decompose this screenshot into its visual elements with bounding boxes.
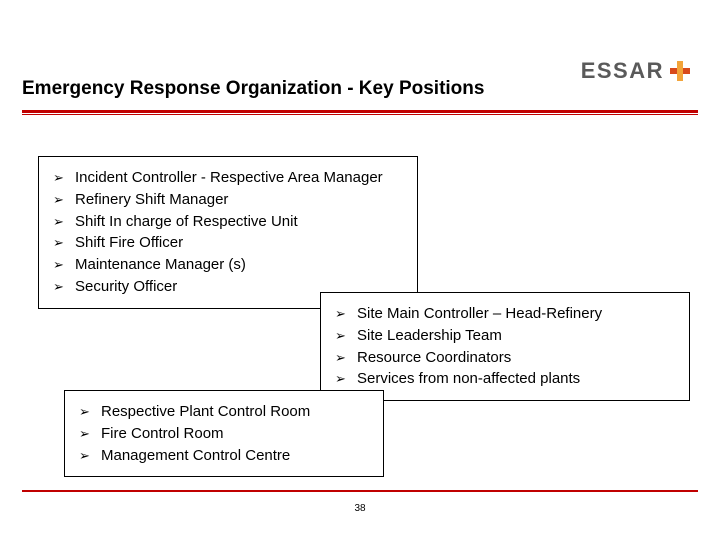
slide: Emergency Response Organization - Key Po… xyxy=(0,0,720,540)
list-item-label: Site Leadership Team xyxy=(357,327,502,344)
header-rule-thick xyxy=(22,110,698,113)
bullet-icon: ➢ xyxy=(335,370,346,389)
bullet-icon: ➢ xyxy=(79,425,90,444)
box-positions-site: ➢ Site Main Controller – Head-Refinery ➢ S… xyxy=(320,292,690,401)
list-item-label: Maintenance Manager (s) xyxy=(75,256,246,273)
list-item-label: Resource Coordinators xyxy=(357,349,511,366)
bullet-icon: ➢ xyxy=(335,305,346,324)
list-item: ➢ Management Control Centre xyxy=(79,445,369,467)
list-item: ➢ Shift In charge of Respective Unit xyxy=(53,211,403,233)
list-item-label: Fire Control Room xyxy=(101,425,224,442)
list-item-label: Shift In charge of Respective Unit xyxy=(75,213,298,230)
list-control-rooms: ➢ Respective Plant Control Room ➢ Fire Con… xyxy=(79,401,369,466)
list-item: ➢ Incident Controller - Respective Area M… xyxy=(53,167,403,189)
bullet-icon: ➢ xyxy=(53,256,64,275)
list-item: ➢ Services from non-affected plants xyxy=(335,368,675,390)
box-control-rooms: ➢ Respective Plant Control Room ➢ Fire Con… xyxy=(64,390,384,477)
list-item: ➢ Respective Plant Control Room xyxy=(79,401,369,423)
list-item-label: Management Control Centre xyxy=(101,447,290,464)
list-item: ➢ Site Leadership Team xyxy=(335,325,675,347)
bullet-icon: ➢ xyxy=(335,327,346,346)
logo-text: ESSAR xyxy=(581,58,664,84)
header-rule-thin xyxy=(22,114,698,115)
list-item: ➢ Resource Coordinators xyxy=(335,347,675,369)
list-item: ➢ Maintenance Manager (s) xyxy=(53,254,403,276)
box-positions-primary: ➢ Incident Controller - Respective Area M… xyxy=(38,156,418,309)
list-item-label: Services from non-affected plants xyxy=(357,370,580,387)
list-item-label: Site Main Controller – Head-Refinery xyxy=(357,305,602,322)
logo: ESSAR xyxy=(581,58,692,84)
footer-rule xyxy=(22,490,698,492)
list-site: ➢ Site Main Controller – Head-Refinery ➢ S… xyxy=(335,303,675,390)
list-item: ➢ Refinery Shift Manager xyxy=(53,189,403,211)
bullet-icon: ➢ xyxy=(53,213,64,232)
bullet-icon: ➢ xyxy=(79,403,90,422)
list-item: ➢ Site Main Controller – Head-Refinery xyxy=(335,303,675,325)
bullet-icon: ➢ xyxy=(53,234,64,253)
bullet-icon: ➢ xyxy=(53,169,64,188)
list-item-label: Respective Plant Control Room xyxy=(101,403,310,420)
bullet-icon: ➢ xyxy=(53,278,64,297)
list-item: ➢ Fire Control Room xyxy=(79,423,369,445)
list-item-label: Security Officer xyxy=(75,278,177,295)
list-item: ➢ Shift Fire Officer xyxy=(53,232,403,254)
page-number: 38 xyxy=(0,503,720,514)
bullet-icon: ➢ xyxy=(53,191,64,210)
bullet-icon: ➢ xyxy=(79,447,90,466)
list-item-label: Incident Controller - Respective Area Ma… xyxy=(75,169,383,186)
list-item-label: Shift Fire Officer xyxy=(75,234,183,251)
bullet-icon: ➢ xyxy=(335,349,346,368)
logo-plus-icon xyxy=(668,59,692,83)
logo-plus-v xyxy=(677,61,683,81)
list-item-label: Refinery Shift Manager xyxy=(75,191,228,208)
list-primary: ➢ Incident Controller - Respective Area M… xyxy=(53,167,403,298)
